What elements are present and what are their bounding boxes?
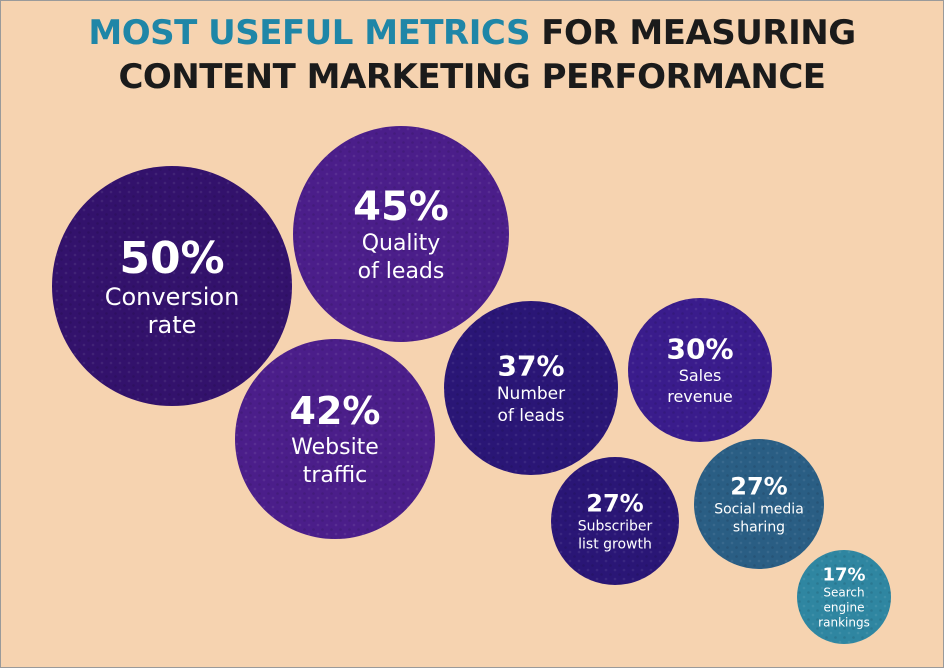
bubble-metric-label: rankings — [818, 616, 870, 630]
bubble-texture — [551, 457, 679, 585]
bubble-metric-label: revenue — [667, 387, 733, 406]
bubble-texture — [797, 550, 891, 644]
bubble-metric-label: traffic — [303, 463, 368, 488]
bubble-metric-label: rate — [148, 311, 197, 339]
bubble-metric-label: of leads — [358, 259, 445, 284]
bubble-value-label: 50% — [119, 233, 224, 284]
title-line-1: MOST USEFUL METRICS FOR MEASURING — [1, 11, 943, 55]
bubble-metric-label: of leads — [497, 406, 564, 426]
bubble-texture — [293, 126, 509, 342]
bubble-texture — [694, 439, 824, 569]
bubble-quality-of-leads: 45%Quality of leads — [293, 126, 509, 342]
bubble-metric-label: engine — [824, 601, 865, 615]
bubble-metric-label: sharing — [733, 519, 785, 535]
chart-title: MOST USEFUL METRICS FOR MEASURING CONTEN… — [1, 11, 943, 99]
title-highlight: MOST USEFUL METRICS — [88, 13, 530, 53]
bubble-metric-label: Conversion — [105, 283, 240, 311]
bubble-texture — [628, 298, 772, 442]
bubble-texture — [52, 166, 292, 406]
bubble-social-media-sharing: 27%Social media sharing — [694, 439, 824, 569]
bubble-value-label: 17% — [822, 565, 865, 586]
bubble-value-label: 30% — [666, 333, 733, 366]
bubble-website-traffic: 42%Website traffic — [235, 339, 435, 539]
bubble-texture — [444, 301, 618, 475]
bubble-value-label: 42% — [290, 389, 381, 433]
bubble-texture — [235, 339, 435, 539]
bubble-value-label: 45% — [353, 184, 449, 230]
bubble-sales-revenue: 30%Sales revenue — [628, 298, 772, 442]
bubble-metric-label: Subscriber — [578, 518, 653, 534]
bubble-value-label: 27% — [730, 472, 787, 500]
bubble-metric-label: Quality — [362, 231, 441, 256]
bubble-value-label: 37% — [497, 350, 564, 383]
title-rest-line-1: FOR MEASURING — [529, 13, 856, 53]
bubble-metric-label: Social media — [714, 501, 804, 517]
bubble-metric-label: Search — [823, 586, 864, 600]
bubble-subscriber-list-growth: 27%Subscriber list growth — [551, 457, 679, 585]
bubble-metric-label: Number — [497, 384, 565, 404]
title-line-2: CONTENT MARKETING PERFORMANCE — [118, 57, 826, 97]
bubble-metric-label: Sales — [679, 366, 722, 385]
bubble-metric-label: list growth — [578, 536, 652, 552]
bubble-metric-label: Website — [291, 435, 379, 460]
bubble-value-label: 27% — [586, 489, 643, 517]
